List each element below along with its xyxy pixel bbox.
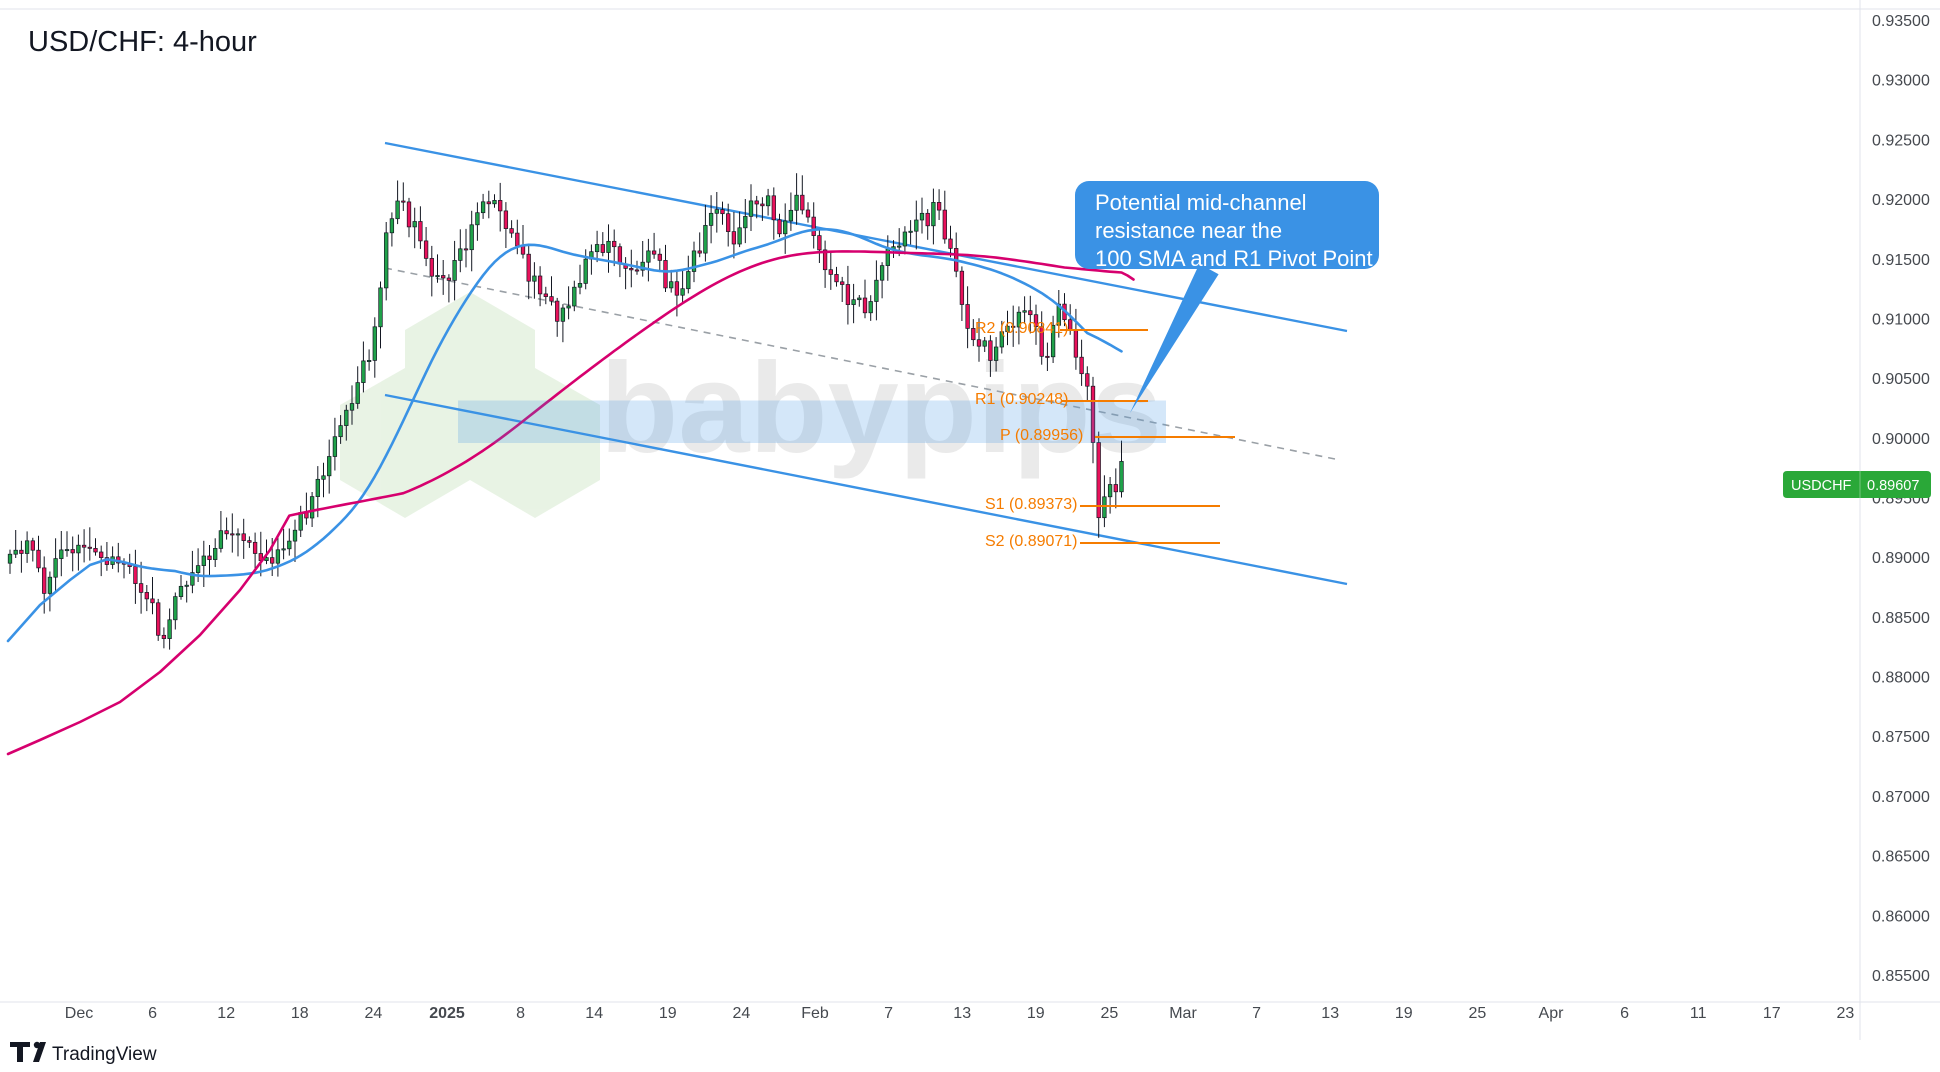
svg-text:resistance near the: resistance near the	[1095, 218, 1282, 243]
svg-text:19: 19	[1395, 1005, 1413, 1022]
svg-text:0.89000: 0.89000	[1872, 550, 1930, 567]
svg-text:0.90000: 0.90000	[1872, 431, 1930, 448]
svg-text:13: 13	[953, 1005, 971, 1022]
svg-text:18: 18	[291, 1005, 309, 1022]
svg-text:7: 7	[1252, 1005, 1261, 1022]
svg-text:Potential mid-channel: Potential mid-channel	[1095, 190, 1307, 215]
svg-text:23: 23	[1837, 1005, 1855, 1022]
svg-text:11: 11	[1690, 1005, 1707, 1022]
svg-text:P (0.89956): P (0.89956)	[1000, 427, 1083, 444]
svg-text:25: 25	[1469, 1005, 1487, 1022]
svg-text:0.87000: 0.87000	[1872, 789, 1930, 806]
svg-text:24: 24	[365, 1005, 383, 1022]
svg-text:0.93500: 0.93500	[1872, 13, 1930, 30]
svg-text:S2 (0.89071): S2 (0.89071)	[985, 533, 1078, 550]
svg-text:12: 12	[217, 1005, 235, 1022]
svg-text:S1 (0.89373): S1 (0.89373)	[985, 496, 1078, 513]
svg-text:19: 19	[1027, 1005, 1045, 1022]
svg-text:0.93000: 0.93000	[1872, 73, 1930, 90]
svg-text:8: 8	[516, 1005, 525, 1022]
svg-text:17: 17	[1763, 1005, 1781, 1022]
svg-text:0.89607: 0.89607	[1867, 478, 1919, 494]
svg-text:0.88000: 0.88000	[1872, 670, 1930, 687]
svg-text:0.86000: 0.86000	[1872, 908, 1930, 925]
svg-text:7: 7	[884, 1005, 893, 1022]
svg-text:Feb: Feb	[801, 1005, 829, 1022]
svg-text:24: 24	[733, 1005, 751, 1022]
svg-text:6: 6	[148, 1005, 157, 1022]
svg-text:0.90500: 0.90500	[1872, 371, 1930, 388]
svg-text:0.92500: 0.92500	[1872, 132, 1930, 149]
svg-text:13: 13	[1321, 1005, 1339, 1022]
svg-text:25: 25	[1101, 1005, 1119, 1022]
svg-text:0.87500: 0.87500	[1872, 729, 1930, 746]
svg-text:Dec: Dec	[65, 1005, 93, 1022]
svg-text:0.92000: 0.92000	[1872, 192, 1930, 209]
svg-text:2025: 2025	[429, 1005, 465, 1022]
svg-text:100 SMA and R1 Pivot Point: 100 SMA and R1 Pivot Point	[1095, 246, 1373, 271]
svg-text:0.91500: 0.91500	[1872, 252, 1930, 269]
svg-text:R1 (0.90248): R1 (0.90248)	[975, 391, 1068, 408]
svg-text:0.88500: 0.88500	[1872, 610, 1930, 627]
svg-text:0.86500: 0.86500	[1872, 849, 1930, 866]
svg-text:Mar: Mar	[1169, 1005, 1197, 1022]
svg-text:TradingView: TradingView	[52, 1044, 157, 1065]
svg-text:6: 6	[1620, 1005, 1629, 1022]
svg-text:0.85500: 0.85500	[1872, 968, 1930, 985]
svg-text:19: 19	[659, 1005, 677, 1022]
svg-text:14: 14	[585, 1005, 603, 1022]
svg-text:Apr: Apr	[1539, 1005, 1565, 1022]
svg-text:0.91000: 0.91000	[1872, 311, 1930, 328]
svg-text:USDCHF: USDCHF	[1791, 478, 1852, 494]
svg-text:R2 (0.90841): R2 (0.90841)	[975, 320, 1068, 337]
